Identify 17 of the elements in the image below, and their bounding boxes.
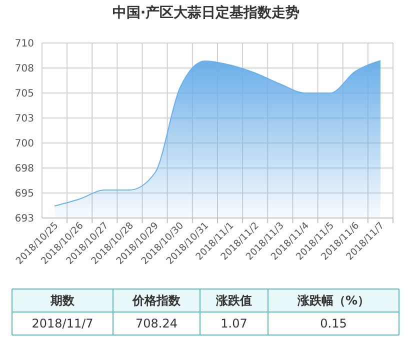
chart-title: 中国·产区大蒜日定基指数走势 — [112, 4, 300, 21]
text: 价格指数 — [132, 294, 182, 308]
text: 1.07 — [220, 316, 248, 331]
y-tick-label: 700 — [14, 138, 34, 150]
text: 2018/11/7 — [32, 316, 94, 331]
text: 708.24 — [136, 316, 178, 331]
text: 0.15 — [320, 316, 347, 331]
text: 期数 — [50, 294, 76, 308]
y-tick-label: 695 — [14, 188, 34, 200]
text: 涨跌幅（%） — [296, 294, 370, 308]
y-tick-label: 698 — [14, 164, 34, 174]
y-tick-label: 710 — [14, 38, 34, 50]
y-tick-label: 703 — [14, 114, 34, 124]
y-tick-label: 708 — [14, 64, 34, 74]
text: 涨跌值 — [215, 294, 252, 308]
y-tick-label: 705 — [14, 88, 34, 100]
y-tick-label: 693 — [14, 214, 34, 224]
